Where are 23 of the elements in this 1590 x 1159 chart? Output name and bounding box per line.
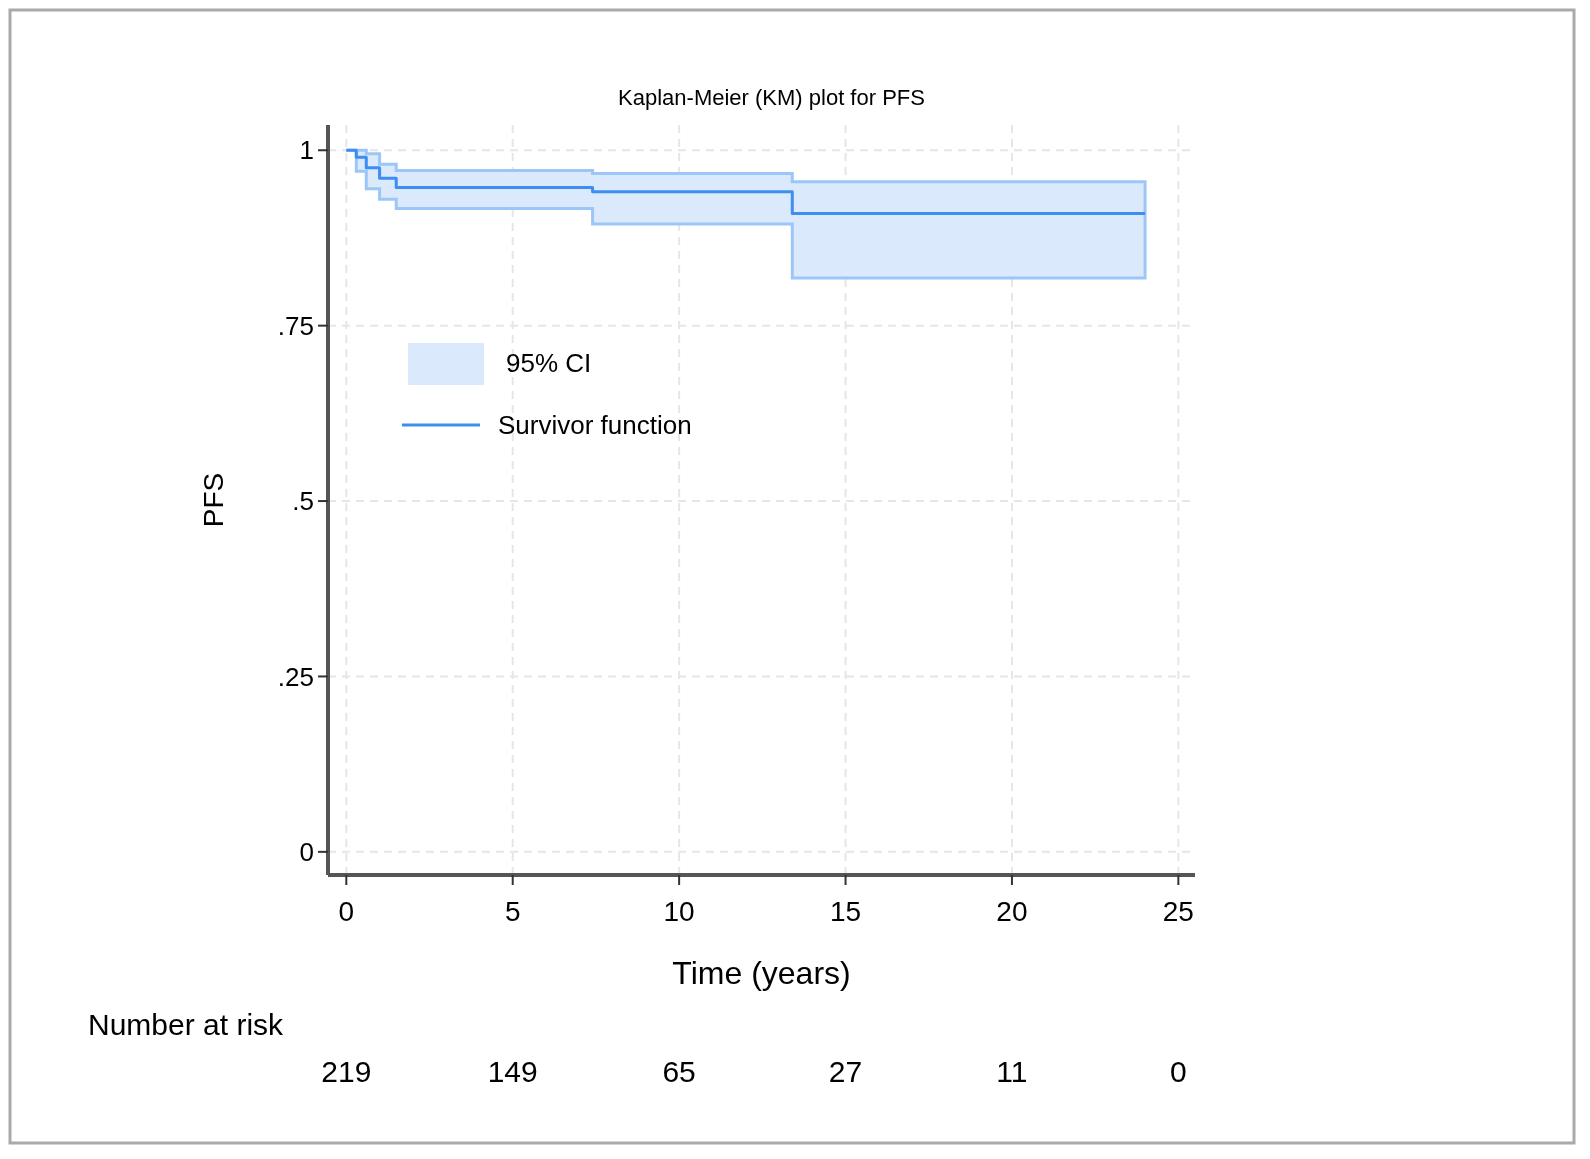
x-tick-label: 0 (338, 896, 355, 927)
y-tick-label: 0 (299, 836, 314, 867)
x-tick-label: 20 (996, 896, 1028, 927)
x-tick-label: 15 (829, 896, 862, 927)
text: 27 (828, 1055, 863, 1088)
text: 65 (662, 1055, 696, 1088)
text: 11 (996, 1055, 1028, 1088)
x-axis-title: Time (years) (672, 955, 851, 991)
legend-label: Survivor function (498, 410, 692, 441)
chart-title: Kaplan-Meier (KM) plot for PFS (618, 85, 925, 110)
x-tick-label: 10 (663, 896, 695, 927)
annotation: 95% CI (506, 348, 592, 379)
y-axis-title: PFS (198, 472, 229, 528)
text: Number at risk (88, 1008, 285, 1041)
text: 149 (487, 1055, 538, 1088)
y-tick-label: .75 (277, 310, 314, 341)
y-tick-label: .25 (277, 661, 314, 692)
text: 219 (321, 1055, 372, 1088)
x-tick-label: 5 (504, 896, 521, 927)
x-tick-label: 25 (1162, 896, 1194, 927)
y-tick-label: 1 (299, 135, 314, 166)
text: 0 (1170, 1055, 1187, 1088)
y-tick-label: .5 (292, 486, 314, 517)
